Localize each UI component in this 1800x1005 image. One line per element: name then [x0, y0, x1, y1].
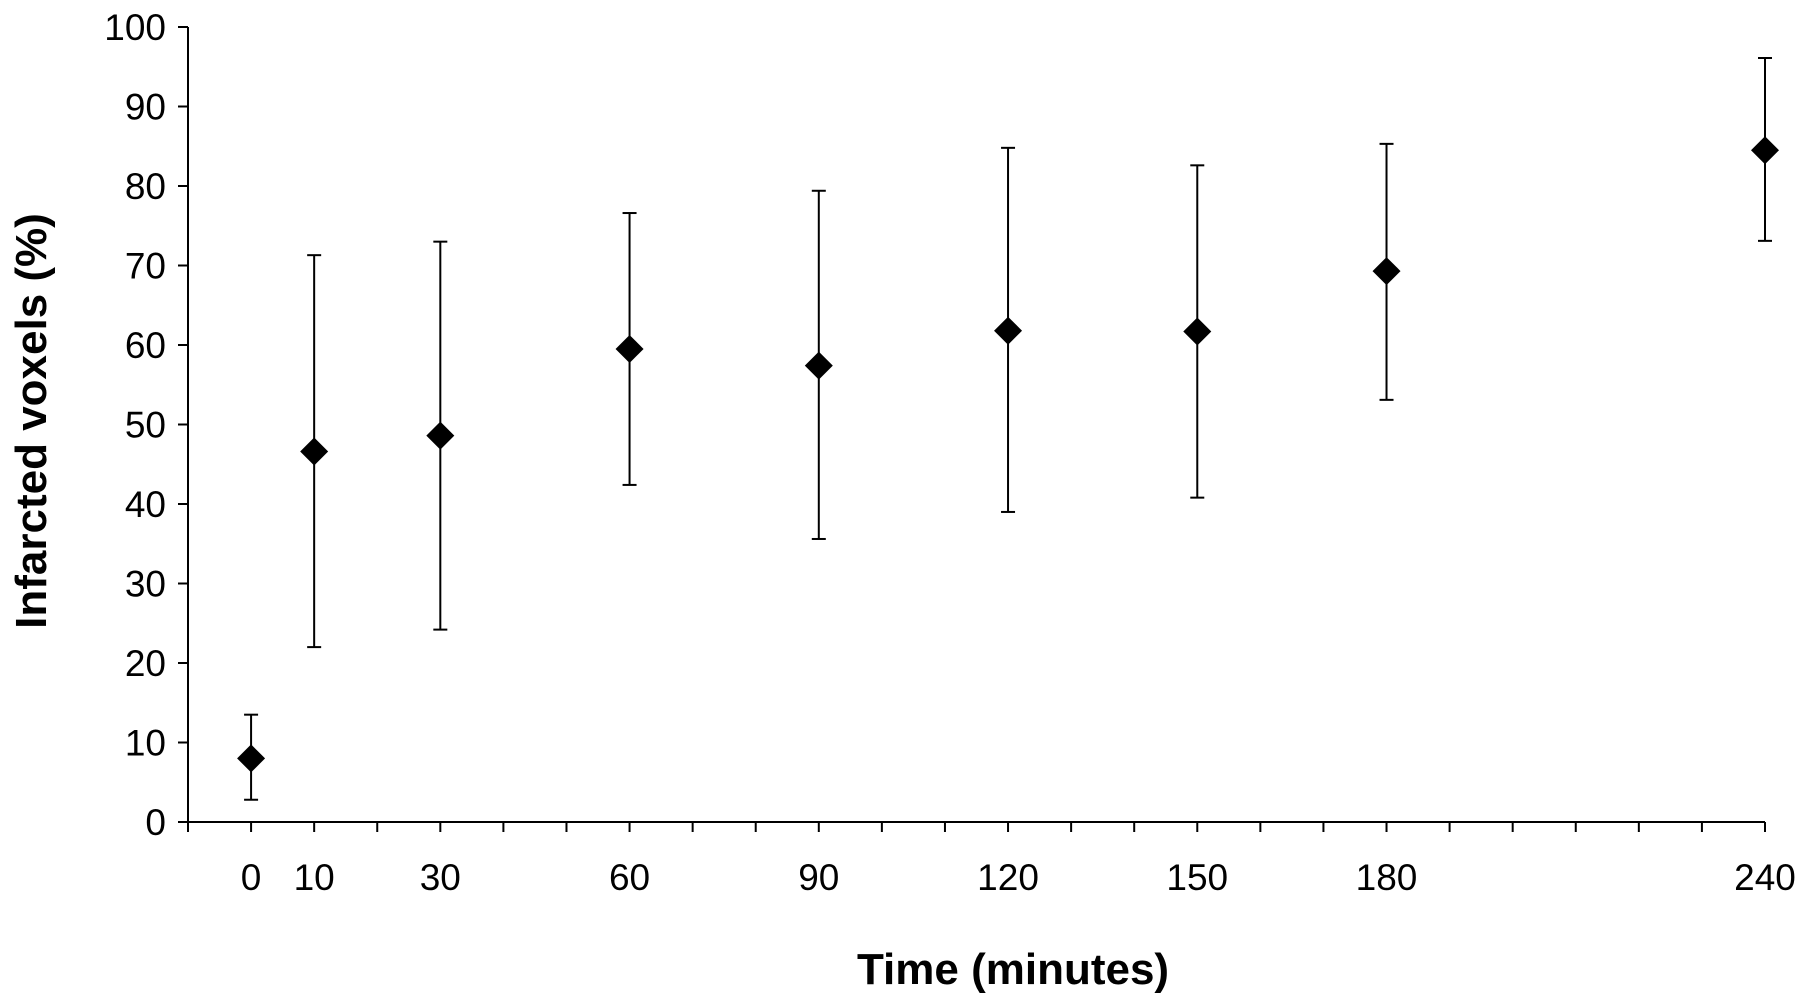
y-tick-label: 30 [125, 564, 166, 605]
data-point-marker [994, 316, 1023, 345]
y-axis-title: Infarcted voxels (%) [7, 213, 56, 629]
x-tick-label: 150 [1166, 857, 1228, 898]
data-point-marker [1751, 136, 1779, 165]
x-tick-label: 0 [241, 857, 262, 898]
y-tick-label: 50 [125, 405, 166, 446]
data-point-marker [426, 421, 455, 450]
x-tick-label: 90 [798, 857, 839, 898]
axis-ticks: 0 10 20 30 40 50 60 70 80 90 100 0 10 30 60 90 120 150 180… [104, 7, 1796, 898]
y-tick-label: 70 [125, 246, 166, 287]
data-point-marker [1372, 257, 1401, 286]
y-tick-label: 0 [145, 802, 166, 843]
x-axis-title: Time (minutes) [857, 945, 1169, 994]
y-tick-label: 40 [125, 484, 166, 525]
x-tick-label: 240 [1734, 857, 1796, 898]
y-tick-label: 90 [125, 87, 166, 128]
y-tick-label: 20 [125, 643, 166, 684]
y-tick-label: 10 [125, 723, 166, 764]
y-tick-label: 100 [104, 7, 166, 48]
data-markers [237, 136, 1779, 773]
data-point-marker [300, 437, 329, 466]
y-tick-label: 60 [125, 325, 166, 366]
x-tick-label: 180 [1356, 857, 1418, 898]
data-point-marker [237, 744, 266, 773]
error-bars [244, 57, 1772, 801]
x-tick-label: 30 [420, 857, 461, 898]
axes [187, 27, 1765, 823]
data-point-marker [1183, 317, 1212, 346]
x-tick-label: 60 [609, 857, 650, 898]
y-tick-label: 80 [125, 166, 166, 207]
data-point-marker [804, 351, 833, 380]
x-tick-label: 120 [977, 857, 1039, 898]
data-point-marker [615, 334, 644, 363]
x-tick-label: 10 [294, 857, 335, 898]
